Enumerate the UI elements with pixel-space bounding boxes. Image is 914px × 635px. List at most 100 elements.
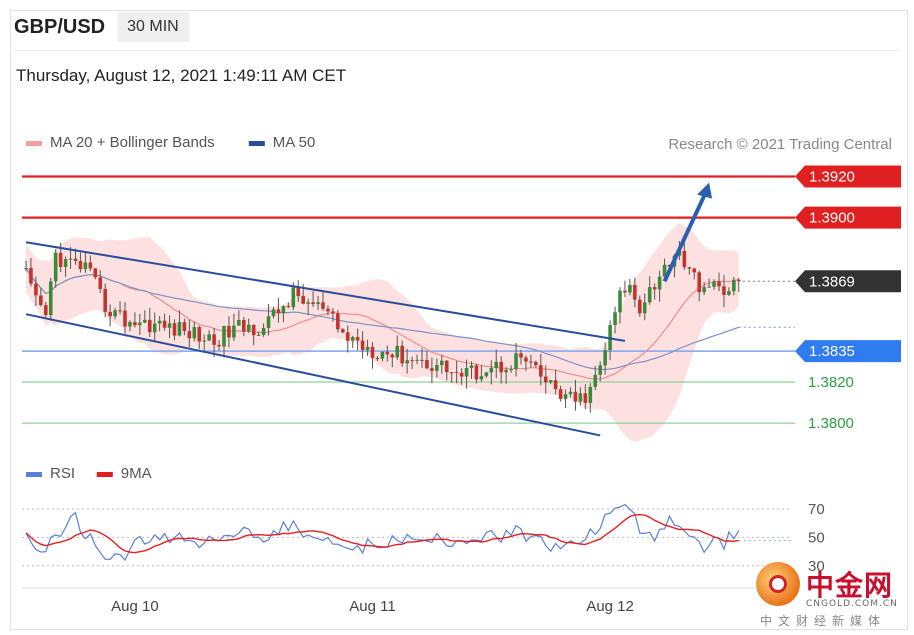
candle-body xyxy=(311,302,315,305)
candle-body xyxy=(316,302,320,305)
candle-body xyxy=(232,325,236,338)
candle-body xyxy=(573,391,578,402)
candle-body xyxy=(390,354,395,358)
candle-body xyxy=(633,284,637,300)
level-tag-1: 1.3900 xyxy=(795,206,901,229)
candle-body xyxy=(73,258,78,261)
candle-body xyxy=(242,320,246,332)
candle-body xyxy=(266,316,271,329)
candle-body xyxy=(355,337,360,341)
candle-body xyxy=(251,324,256,336)
main-legend-swatch-0 xyxy=(26,141,42,146)
candle-body xyxy=(474,365,479,380)
candle-body xyxy=(365,346,370,351)
candle-body xyxy=(306,302,310,304)
candle-body xyxy=(360,340,365,351)
candle-body xyxy=(682,250,687,268)
candle-body xyxy=(405,360,409,364)
candle-body xyxy=(489,367,494,373)
candle-body xyxy=(98,277,103,289)
watermark-cn: 中金网 xyxy=(806,569,894,602)
candle-body xyxy=(24,268,28,270)
candle-body xyxy=(380,351,385,359)
rsi-legend-swatch-0 xyxy=(26,472,42,477)
candle-body xyxy=(123,310,127,327)
level-tag-bg xyxy=(795,206,901,229)
candle-body xyxy=(529,361,533,363)
candle-body xyxy=(454,372,459,374)
candle-body xyxy=(227,325,231,338)
candle-body xyxy=(93,268,98,278)
candle-body xyxy=(53,252,58,282)
rsi-legend-swatch-1 xyxy=(96,472,113,477)
candle-body xyxy=(326,308,330,312)
channel-upper-line xyxy=(25,241,626,342)
target-arrow-head xyxy=(697,182,713,199)
candle-body xyxy=(638,299,642,314)
candle-body xyxy=(652,287,657,290)
candle-body xyxy=(543,376,548,383)
candle-body xyxy=(697,272,701,293)
candle-body xyxy=(657,276,662,290)
candle-body xyxy=(138,322,142,326)
candle-body xyxy=(712,281,716,287)
candle-body xyxy=(444,360,449,373)
main-legend-swatch-1 xyxy=(248,141,265,146)
level-tag-text: 1.3900 xyxy=(809,210,855,227)
candle-body xyxy=(623,290,627,293)
candle-body xyxy=(222,325,226,347)
candle-body xyxy=(167,323,172,328)
candle-body xyxy=(246,324,251,332)
candle-body xyxy=(717,281,721,287)
candle-body xyxy=(336,313,340,330)
candle-body xyxy=(553,380,558,390)
level-tag-5: 1.3800 xyxy=(808,415,854,432)
credit-text: Research © 2021 Trading Central xyxy=(668,136,892,153)
candle-body xyxy=(177,322,182,336)
candle-body xyxy=(563,394,568,399)
candle-body xyxy=(133,322,137,326)
candle-body xyxy=(692,268,697,273)
candle-body xyxy=(484,372,489,377)
candle-body xyxy=(722,286,726,295)
candle-body xyxy=(296,287,301,297)
candle-body xyxy=(147,319,152,333)
candle-body xyxy=(519,353,523,358)
candle-body xyxy=(534,361,538,366)
level-tag-text: 1.3835 xyxy=(809,343,855,360)
candle-body xyxy=(321,302,325,309)
level-tag-3: 1.3835 xyxy=(795,340,901,363)
candle-body xyxy=(415,359,419,361)
candle-body xyxy=(464,367,469,377)
candle-body xyxy=(331,311,335,314)
candle-body xyxy=(385,351,390,355)
x-axis-label-2: Aug 12 xyxy=(586,598,634,615)
level-tag-bg xyxy=(795,340,901,363)
candle-body xyxy=(618,290,622,313)
candle-body xyxy=(58,252,63,267)
candle-body xyxy=(192,327,197,339)
candle-body xyxy=(548,380,553,383)
cngold-logo-icon xyxy=(756,562,800,606)
candle-body xyxy=(291,287,296,308)
watermark-sub: 中文财经新媒体 xyxy=(760,614,887,628)
timeframe-badge[interactable]: 30 MIN xyxy=(117,12,189,42)
candle-body xyxy=(613,312,617,326)
candle-body xyxy=(261,328,266,335)
candle-body xyxy=(702,287,706,293)
rsi-legend-label-1: 9MA xyxy=(121,465,152,482)
candle-body xyxy=(732,279,736,292)
candle-body xyxy=(187,331,192,339)
candle-body xyxy=(350,337,355,341)
candle-body xyxy=(172,323,177,336)
main-legend-label-1: MA 50 xyxy=(273,134,316,151)
candle-body xyxy=(707,286,711,288)
candle-body xyxy=(370,346,375,359)
main-legend-label-0: MA 20 + Bollinger Bands xyxy=(50,134,215,151)
level-tag-4: 1.3820 xyxy=(808,374,854,391)
header-divider xyxy=(14,50,900,51)
candle-body xyxy=(494,361,499,368)
candle-body xyxy=(583,393,588,403)
rsi-level-label-1: 50 xyxy=(808,529,825,546)
candle-body xyxy=(598,365,602,375)
